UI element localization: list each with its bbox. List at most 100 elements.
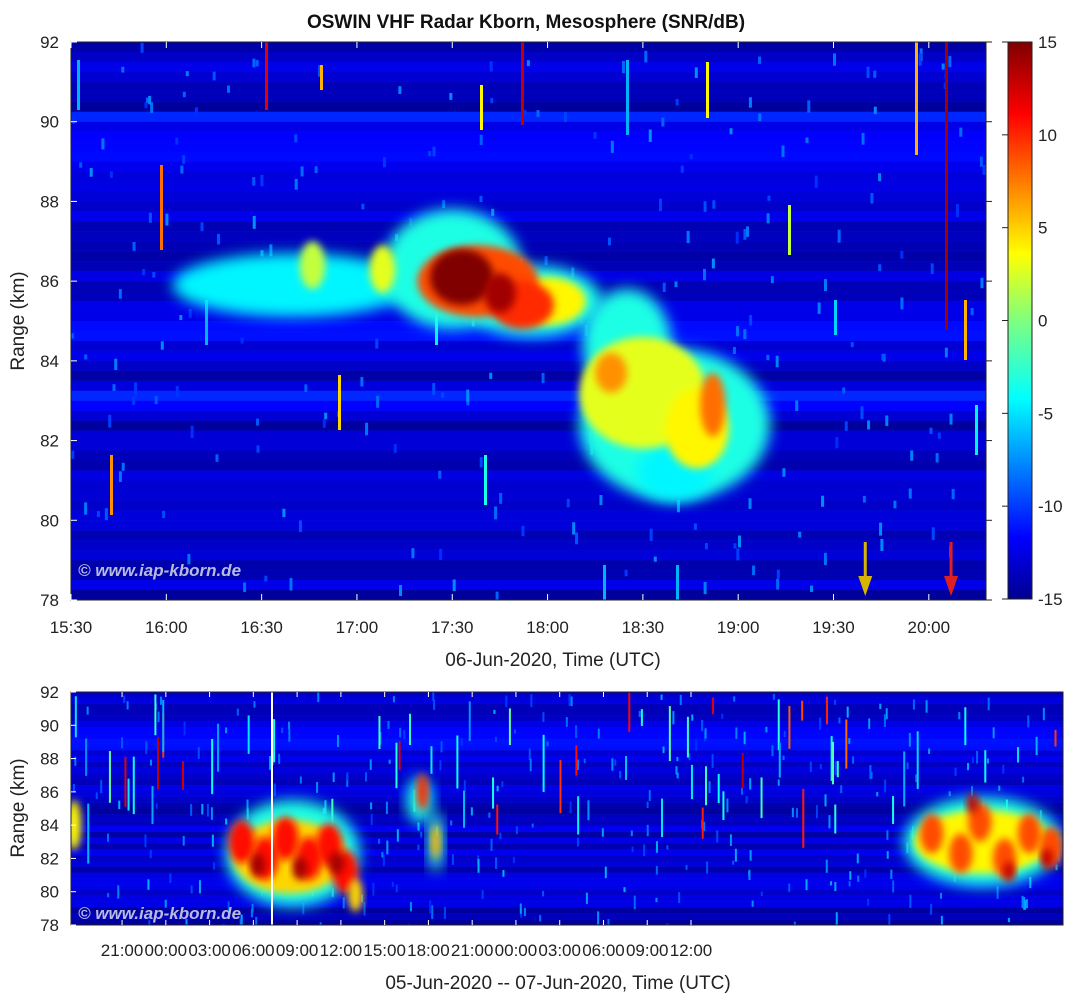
echo-core: [348, 878, 363, 912]
speckle: [496, 785, 499, 792]
speckle: [655, 841, 658, 853]
noise-band: [71, 181, 986, 192]
echo-core: [431, 825, 441, 859]
speckle: [703, 582, 707, 595]
speckle: [222, 923, 225, 925]
colorbar-tick-label: -10: [1038, 497, 1063, 516]
interference-streak: [575, 745, 578, 776]
speckle: [593, 132, 597, 139]
speckle: [256, 445, 260, 453]
noise-band: [71, 709, 1063, 716]
speckle: [563, 112, 567, 122]
speckle: [84, 502, 88, 515]
speckle: [148, 95, 152, 105]
speckle: [396, 829, 399, 842]
speckle: [824, 794, 827, 807]
speckle: [200, 222, 204, 232]
speckle: [771, 745, 774, 757]
speckle: [165, 213, 169, 226]
speckle: [868, 718, 871, 729]
noise-band: [71, 410, 986, 421]
speckle: [850, 342, 854, 348]
speckle: [190, 425, 194, 438]
speckle: [821, 495, 825, 507]
top-y-ticks: 78 80 82 84 86 88 90 92: [40, 33, 992, 610]
echo-core: [299, 241, 326, 290]
noise-band: [71, 500, 986, 511]
speckle: [958, 712, 961, 720]
speckle: [89, 168, 93, 177]
speckle: [160, 696, 163, 705]
speckle: [369, 759, 372, 771]
data-gap-line: [271, 692, 273, 925]
noise-band: [71, 767, 1063, 774]
speckle: [809, 585, 813, 592]
interference-streak: [542, 734, 545, 792]
interference-streak: [338, 375, 341, 430]
speckle: [908, 733, 911, 747]
x-tick-label: 06:00: [582, 941, 625, 960]
speckle: [662, 746, 665, 754]
speckle: [998, 785, 1001, 791]
speckle: [607, 919, 610, 925]
speckle: [885, 708, 888, 720]
speckle: [432, 692, 435, 701]
speckle: [288, 721, 291, 730]
bottom-y-axis-label: Range (km): [8, 758, 29, 857]
noise-band: [71, 390, 986, 401]
speckle: [982, 164, 986, 175]
speckle: [796, 808, 799, 818]
speckle: [441, 392, 445, 398]
speckle: [679, 694, 682, 706]
speckle: [860, 406, 864, 420]
speckle: [304, 384, 308, 393]
speckle: [735, 231, 739, 244]
speckle: [96, 511, 100, 517]
noise-band: [71, 530, 986, 541]
noise-band: [71, 744, 1063, 751]
speckle: [695, 739, 698, 751]
speckle: [420, 831, 423, 838]
speckle: [862, 495, 866, 503]
interference-streak: [626, 60, 629, 135]
speckle: [502, 869, 505, 877]
echo-core: [329, 851, 344, 876]
speckle: [180, 165, 184, 174]
speckle: [162, 510, 166, 519]
speckle: [864, 869, 867, 878]
echo-core: [250, 853, 266, 877]
speckle: [726, 798, 729, 813]
speckle: [732, 860, 735, 865]
speckle: [869, 765, 872, 780]
interference-streak: [273, 719, 276, 763]
top-panel: © www.iap-kborn.de 15:30 16:00 16:30 17:00 1…: [8, 33, 1063, 671]
speckle: [702, 268, 706, 281]
interference-streak: [717, 774, 720, 804]
speckle: [440, 741, 443, 753]
speckle: [930, 903, 933, 915]
noise-band: [71, 161, 986, 172]
interference-streak: [132, 756, 135, 815]
speckle: [147, 879, 150, 890]
speckle: [501, 781, 504, 788]
x-tick-label: 17:00: [336, 618, 379, 637]
interference-streak: [778, 742, 781, 778]
speckle: [378, 838, 381, 844]
noise-band: [71, 490, 986, 501]
x-tick-label: 00:00: [145, 941, 188, 960]
speckle: [243, 582, 247, 593]
interference-streak: [834, 300, 837, 335]
noise-band: [71, 580, 986, 591]
speckle: [106, 833, 109, 842]
interference-streak: [603, 565, 606, 600]
interference-streak: [760, 777, 763, 819]
interference-streak: [587, 800, 590, 821]
speckle: [260, 174, 264, 187]
speckle: [155, 803, 158, 809]
speckle: [676, 499, 680, 513]
speckle: [183, 721, 186, 736]
speckle: [479, 457, 483, 468]
interference-streak: [157, 737, 160, 790]
speckle: [823, 552, 827, 566]
x-tick-label: 18:30: [622, 618, 665, 637]
